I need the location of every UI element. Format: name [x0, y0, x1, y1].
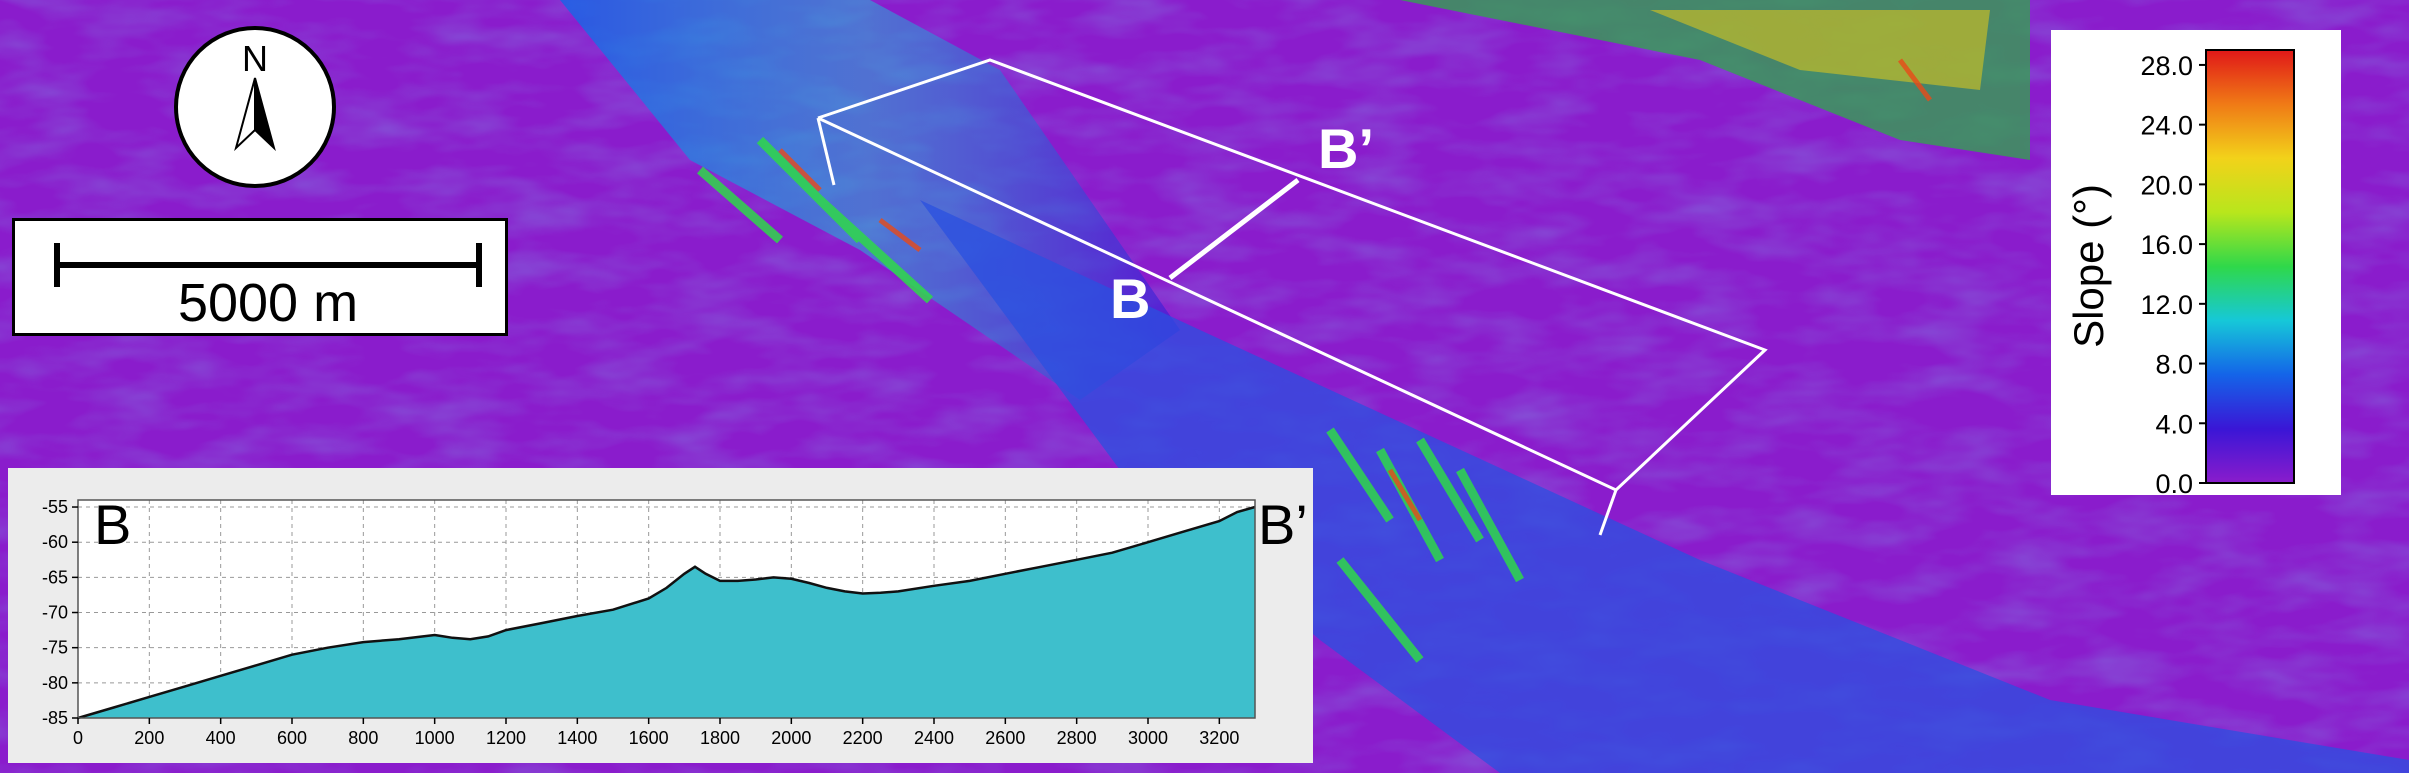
y-tick-label: -60 — [42, 532, 68, 552]
scale-bar: 5000 m — [54, 243, 482, 333]
scale-bar-label: 5000 m — [178, 273, 358, 333]
steep-gully-hot-lines — [778, 58, 1932, 522]
y-tick-label: -55 — [42, 497, 68, 517]
legend-tick-label: 20.0 — [2140, 170, 2193, 200]
x-tick-label: 800 — [348, 728, 378, 748]
x-tick-label: 400 — [206, 728, 236, 748]
y-tick-label: -70 — [42, 603, 68, 623]
x-tick-label: 2800 — [1057, 728, 1097, 748]
elevation-profile-panel: 0 200 400 600 800 1000 1200 1400 1600 1800 2000 220… — [8, 468, 1313, 763]
north-arrow: N — [174, 26, 336, 188]
north-label: N — [242, 38, 268, 79]
legend-title: Slope (°) — [2065, 184, 2112, 348]
y-tick-label: -65 — [42, 567, 68, 587]
steep-gully-lines — [697, 136, 1524, 663]
x-tick-label: 600 — [277, 728, 307, 748]
legend-tick-label: 12.0 — [2140, 290, 2193, 320]
map-label-b-prime: B’ — [1318, 117, 1374, 180]
y-tick-label: -85 — [42, 708, 68, 728]
x-tick-label: 0 — [73, 728, 83, 748]
survey-box-tick-left — [816, 117, 836, 186]
elevation-profile-chart: 0 200 400 600 800 1000 1200 1400 1600 1800 2000 220… — [42, 493, 1308, 748]
legend-color-ramp — [2205, 49, 2295, 484]
x-tick-label: 1400 — [557, 728, 597, 748]
x-tick-label: 2000 — [771, 728, 811, 748]
legend-tick-label: 16.0 — [2140, 230, 2193, 260]
legend-tick-label: 4.0 — [2155, 409, 2193, 439]
x-tick-label: 2200 — [843, 728, 883, 748]
x-tick-label: 200 — [134, 728, 164, 748]
x-tick-label: 3000 — [1128, 728, 1168, 748]
profile-line-b-b-prime — [1168, 178, 1300, 280]
legend-tick-label: 0.0 — [2155, 469, 2193, 495]
x-tick-label: 2400 — [914, 728, 954, 748]
slope-legend: Slope (°) 28.0 24.0 20.0 16.0 12.0 8.0 4.0 0.0 — [2065, 49, 2295, 499]
x-tick-label: 1000 — [415, 728, 455, 748]
scale-bar-panel: 5000 m — [12, 218, 508, 336]
slope-legend-panel: Slope (°) 28.0 24.0 20.0 16.0 12.0 8.0 4.0 0.0 — [2051, 30, 2341, 499]
map-label-b: B — [1110, 267, 1150, 330]
profile-area — [78, 507, 1255, 718]
x-tick-label: 1600 — [629, 728, 669, 748]
plot-frame — [77, 499, 1256, 719]
x-tick-label: 2600 — [985, 728, 1025, 748]
survey-box-tick-right — [1598, 489, 1618, 536]
y-tick-label: -80 — [42, 673, 68, 693]
x-tick-label: 3200 — [1199, 728, 1239, 748]
legend-tick-label: 24.0 — [2140, 111, 2193, 141]
y-tick-label: -75 — [42, 638, 68, 658]
survey-box-outline — [817, 58, 1768, 492]
legend-tick-label: 8.0 — [2155, 350, 2193, 380]
legend-tick-label: 28.0 — [2140, 51, 2193, 81]
x-tick-label: 1200 — [486, 728, 526, 748]
profile-label-b-prime: B’ — [1258, 493, 1308, 556]
x-tick-label: 1800 — [700, 728, 740, 748]
profile-label-b: B — [94, 493, 131, 556]
north-arrow-icon — [234, 77, 276, 152]
profile-line — [77, 505, 1256, 720]
